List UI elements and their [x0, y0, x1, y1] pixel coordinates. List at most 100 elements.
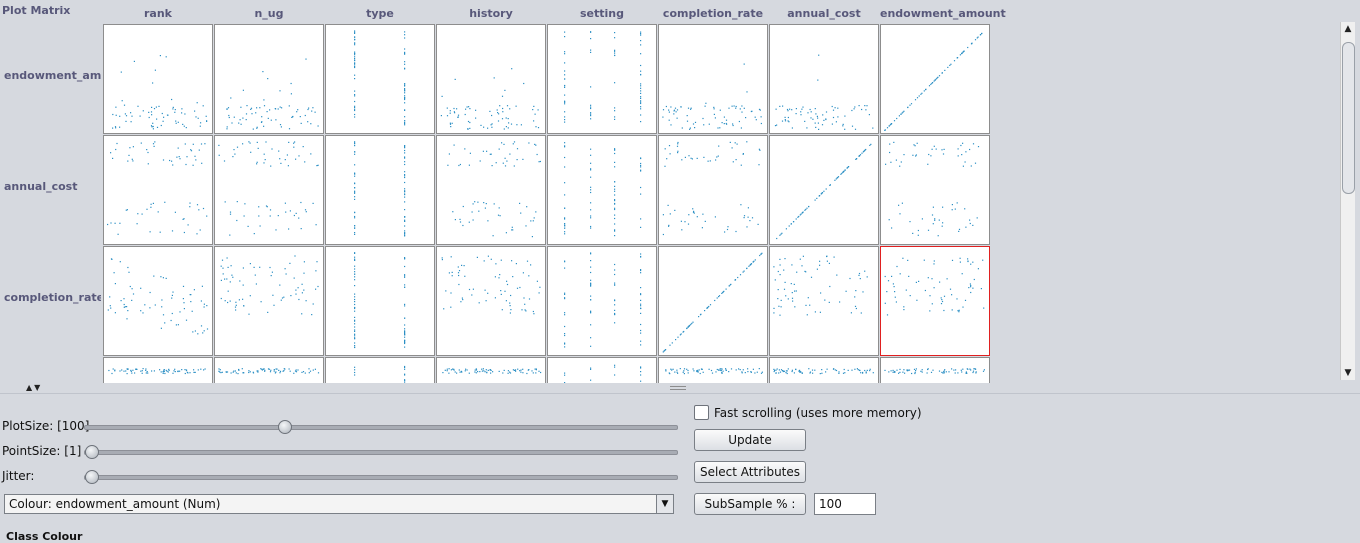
scatter-cell-3-7[interactable]	[880, 357, 990, 383]
scatter-point	[640, 294, 642, 296]
scatter-cell-1-3[interactable]	[436, 135, 546, 245]
scatter-point	[459, 371, 461, 373]
scatter-point	[298, 298, 300, 301]
scatter-cell-2-2[interactable]	[325, 246, 435, 356]
scatter-cell-0-0[interactable]	[103, 24, 213, 134]
scatter-cell-2-7[interactable]	[880, 246, 990, 356]
scatter-point	[564, 101, 566, 103]
scatter-cell-1-6[interactable]	[769, 135, 879, 245]
scatter-point	[152, 202, 154, 204]
scatter-point	[461, 264, 463, 266]
scatter-cell-2-3[interactable]	[436, 246, 546, 356]
scatter-cell-3-1[interactable]	[214, 357, 324, 383]
scatter-point	[746, 267, 748, 269]
scatter-point	[564, 334, 566, 337]
subsample-input[interactable]: 100	[814, 493, 876, 515]
scatter-cell-3-2[interactable]	[325, 357, 435, 383]
scatter-point	[131, 115, 133, 117]
scatter-point	[640, 303, 642, 305]
scatter-cell-2-4[interactable]	[547, 246, 657, 356]
point-size-slider[interactable]	[84, 450, 678, 455]
scatter-point	[354, 268, 356, 270]
scatter-cell-3-6[interactable]	[769, 357, 879, 383]
scatter-point	[462, 299, 464, 301]
scatter-cell-2-1[interactable]	[214, 246, 324, 356]
scatter-point	[974, 39, 977, 41]
scatter-point	[534, 143, 536, 145]
collapse-arrows-icon[interactable]: ▲▼	[26, 383, 43, 392]
scatter-cell-0-5[interactable]	[658, 24, 768, 134]
subsample-button[interactable]: SubSample % :	[694, 493, 806, 515]
scatter-point	[288, 141, 290, 143]
scatter-cell-1-7[interactable]	[880, 135, 990, 245]
scatter-point	[404, 61, 406, 63]
scatter-point	[302, 371, 305, 373]
point-size-slider-thumb[interactable]	[85, 445, 99, 459]
scatter-cell-0-3[interactable]	[436, 24, 546, 134]
scatter-point	[916, 299, 918, 301]
scatter-point	[131, 372, 133, 374]
scatter-cell-0-2[interactable]	[325, 24, 435, 134]
scatter-cell-1-5[interactable]	[658, 135, 768, 245]
divider-grip-icon[interactable]	[670, 386, 686, 390]
scatter-point	[404, 90, 406, 92]
scatter-point	[590, 106, 592, 108]
arrow-down-icon[interactable]: ▼	[1344, 368, 1352, 378]
scatter-point	[269, 215, 271, 217]
scatter-point	[354, 285, 356, 287]
scatter-point	[485, 203, 487, 205]
scatter-cell-1-1[interactable]	[214, 135, 324, 245]
scatter-point	[449, 122, 451, 124]
chevron-down-icon[interactable]: ▼	[656, 495, 673, 513]
scrollbar-thumb[interactable]	[1342, 42, 1355, 194]
scatter-cell-0-7[interactable]	[880, 24, 990, 134]
arrow-up-icon[interactable]: ▲	[1344, 24, 1352, 34]
fast-scrolling-checkbox[interactable]	[694, 405, 709, 420]
scatter-point	[506, 283, 509, 286]
scatter-cell-2-6[interactable]	[769, 246, 879, 356]
scatter-point	[110, 152, 112, 154]
scatter-point	[973, 278, 975, 281]
plot-size-slider-thumb[interactable]	[278, 420, 292, 434]
scatter-cell-3-4[interactable]	[547, 357, 657, 383]
scatter-point	[887, 280, 890, 282]
scatter-point	[481, 368, 483, 370]
select-attributes-button[interactable]: Select Attributes	[694, 461, 806, 483]
scatter-point	[241, 368, 243, 370]
scatter-cell-2-5[interactable]	[658, 246, 768, 356]
vertical-scrollbar[interactable]: ▲ ▼	[1340, 22, 1355, 380]
scatter-cell-1-0[interactable]	[103, 135, 213, 245]
scatter-point	[741, 372, 743, 374]
scatter-cell-3-3[interactable]	[436, 357, 546, 383]
scatter-point	[886, 314, 889, 316]
scatter-point	[801, 372, 803, 374]
scatter-cell-0-4[interactable]	[547, 24, 657, 134]
jitter-slider[interactable]	[84, 475, 678, 480]
scatter-cell-3-5[interactable]	[658, 357, 768, 383]
jitter-slider-thumb[interactable]	[85, 470, 99, 484]
scatter-cell-1-4[interactable]	[547, 135, 657, 245]
scatter-point	[404, 365, 406, 368]
scatter-cell-3-0[interactable]	[103, 357, 213, 383]
scatter-cell-1-2[interactable]	[325, 135, 435, 245]
scatter-cell-2-0[interactable]	[103, 246, 213, 356]
scatter-point	[932, 206, 934, 208]
scatter-point	[614, 312, 616, 315]
scatter-point	[264, 369, 266, 371]
scatter-point	[590, 312, 592, 314]
scatter-point	[738, 368, 740, 370]
scatter-cell-0-1[interactable]	[214, 24, 324, 134]
update-button[interactable]: Update	[694, 429, 806, 451]
scatter-point	[119, 115, 121, 117]
scatter-point	[121, 369, 123, 371]
plot-size-slider[interactable]	[84, 425, 678, 430]
scatter-point	[354, 320, 356, 322]
scatter-point	[614, 284, 616, 286]
scatter-point	[777, 289, 779, 291]
split-divider[interactable]: ▲▼	[0, 383, 1360, 394]
scatter-point	[911, 372, 913, 375]
colour-select[interactable]: Colour: endowment_amount (Num) ▼	[4, 494, 674, 514]
scatter-point	[141, 370, 143, 372]
scatter-point	[295, 289, 297, 291]
scatter-cell-0-6[interactable]	[769, 24, 879, 134]
